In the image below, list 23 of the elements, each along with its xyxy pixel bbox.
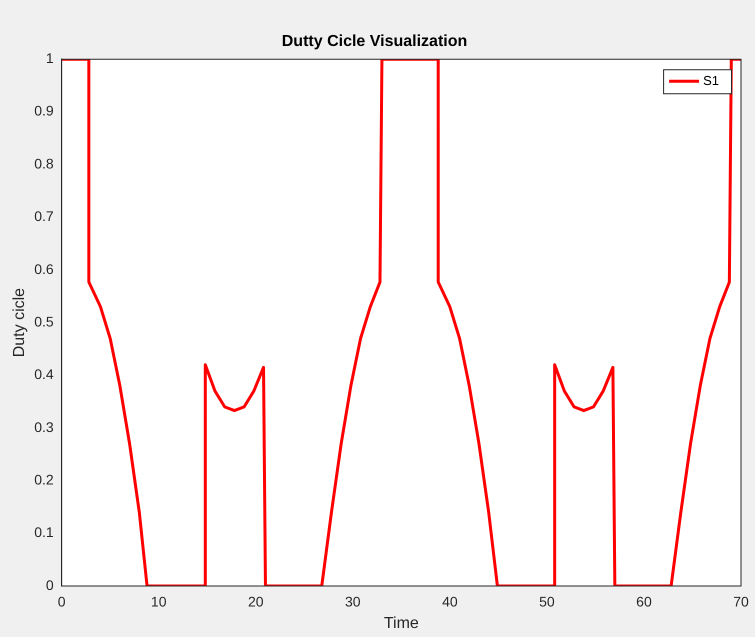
legend-label: S1 (703, 72, 720, 88)
y-axis-title: Duty cicle (11, 288, 28, 358)
y-tick-label: 0.2 (34, 472, 54, 488)
y-tick-label: 0.7 (34, 208, 54, 224)
x-tick-label: 10 (150, 593, 167, 610)
y-tick-label: 0.4 (34, 366, 54, 382)
x-tick-label: 60 (636, 593, 652, 610)
x-tick-label: 0 (58, 593, 66, 610)
y-tick-label: 0 (46, 576, 54, 593)
y-tick-label: 0.8 (34, 155, 54, 172)
y-tick-label: 1 (46, 50, 54, 66)
x-tick-label: 40 (442, 593, 458, 610)
chart-title: Dutty Cicle Visualization (282, 33, 468, 50)
x-tick-label: 30 (345, 593, 361, 610)
y-tick-label: 0.6 (34, 260, 54, 277)
y-tick-label: 0.5 (34, 313, 54, 330)
y-tick-label: 0.3 (34, 418, 54, 435)
y-tick-label: 0.1 (34, 524, 54, 540)
x-axis-title: Time (384, 614, 419, 632)
x-tick-label: 70 (733, 593, 749, 610)
y-tick-label: 0.9 (34, 102, 54, 119)
x-tick-label: 20 (248, 593, 264, 610)
x-tick-label: 50 (539, 593, 555, 610)
